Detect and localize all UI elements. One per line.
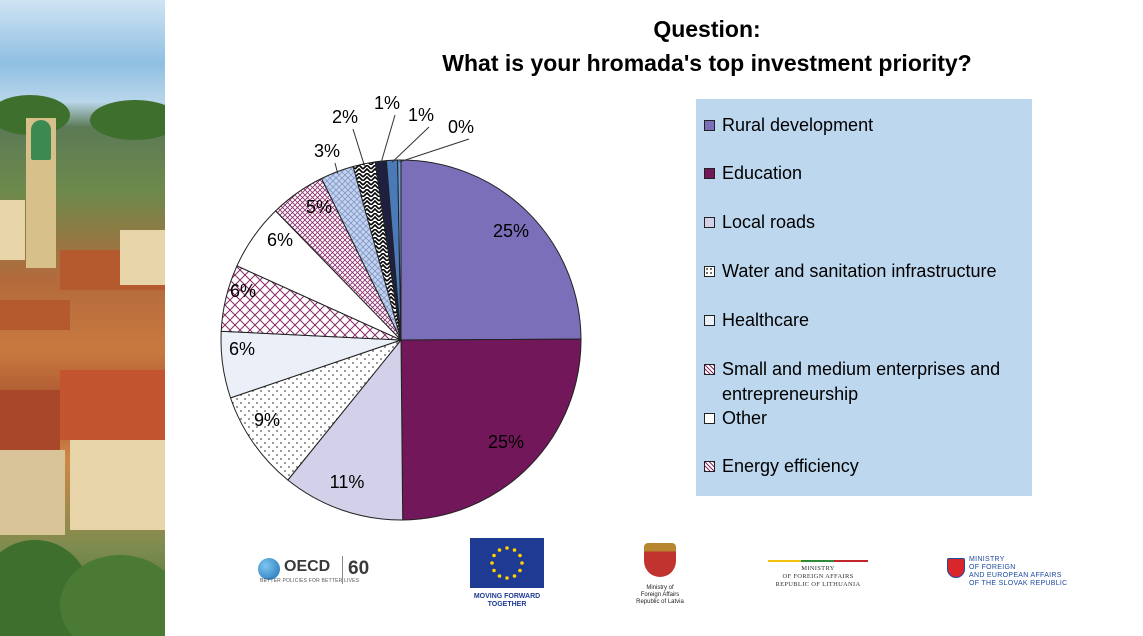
eu-flag-icon — [470, 538, 544, 588]
pie-leader-lines — [334, 114, 470, 174]
legend-label: Energy efficiency — [722, 456, 859, 476]
oecd-logo: OECD BETTER POLICIES FOR BETTER LIVES 60 — [258, 556, 388, 588]
city-photo — [0, 0, 165, 636]
eu-star-icon — [512, 574, 517, 578]
title-line-2: What is your hromada's top investment pr… — [442, 50, 972, 76]
lithuania-flag-stripe — [768, 560, 868, 562]
latvia-caption: Ministry of Foreign Affairs Republic of … — [636, 585, 684, 605]
pie-label-8: 3% — [314, 141, 340, 161]
oecd-name: OECD — [284, 558, 331, 575]
pie-label-0: 25% — [493, 221, 529, 241]
legend-item-local-roads: Local roads — [704, 210, 1026, 235]
chart-legend: Rural development Education Local roads … — [696, 99, 1032, 496]
pie-label-9: 2% — [332, 107, 358, 127]
eu-star-icon — [492, 553, 496, 558]
eu-star-icon — [505, 546, 509, 550]
pie-labels: 25% 25% 11% 9% 6% 6% 6% 5% 3% 2% 1% 1% 0% — [229, 93, 529, 492]
pie-chart: 25% 25% 11% 9% 6% 6% 6% 5% 3% 2% 1% 1% 0% — [220, 93, 582, 521]
oecd-tagline: BETTER POLICIES FOR BETTER LIVES — [260, 578, 360, 584]
legend-swatch — [704, 168, 715, 179]
pie-slice-1 — [400, 338, 582, 521]
pie-label-3: 9% — [254, 410, 280, 430]
legend-swatch — [704, 413, 715, 424]
slovakia-caption: MINISTRY OF FOREIGN AND EUROPEAN AFFAIRS… — [969, 556, 1068, 587]
pie-slice-0 — [400, 159, 582, 341]
eu-star-icon — [505, 576, 509, 580]
title-line-1: Question: — [653, 16, 761, 42]
eu-logo: MOVING FORWARD TOGETHER — [470, 538, 546, 614]
legend-label: Small and medium enterprises and entrepr… — [722, 359, 1001, 404]
pie-label-4: 6% — [229, 339, 255, 359]
lithuania-caption: MINISTRY OF FOREIGN AFFAIRS REPUBLIC OF … — [775, 565, 861, 588]
legend-label: Water and sanitation infrastructure — [722, 261, 997, 281]
slovakia-shield-icon — [947, 558, 965, 578]
pie-leader-line-9 — [352, 128, 365, 166]
pie-label-10: 1% — [374, 93, 400, 113]
eu-star-icon — [518, 568, 522, 573]
pie-label-5: 6% — [230, 281, 256, 301]
pie-label-7: 5% — [306, 197, 332, 217]
legend-item-healthcare: Healthcare — [704, 308, 1026, 333]
eu-star-icon — [520, 561, 524, 565]
latvia-mfa-logo: Ministry of Foreign Affairs Republic of … — [620, 543, 700, 615]
eu-caption: MOVING FORWARD TOGETHER — [473, 593, 541, 608]
eu-star-icon — [492, 568, 496, 573]
pie-label-12: 0% — [448, 117, 474, 137]
pie-leader-line-11 — [391, 126, 430, 163]
eu-star-icon — [497, 574, 502, 578]
legend-swatch — [704, 217, 715, 228]
pie-slices — [220, 159, 582, 521]
legend-label: Local roads — [722, 212, 816, 232]
eu-star-icon — [512, 548, 517, 552]
legend-item-sme: Small and medium enterprises and entrepr… — [704, 357, 1026, 407]
oecd-globe-icon — [258, 558, 280, 580]
pie-slice-2 — [287, 338, 404, 521]
pie-label-11: 1% — [408, 105, 434, 125]
legend-label: Healthcare — [722, 310, 810, 330]
slovakia-mfa-logo: MINISTRY OF FOREIGN AND EUROPEAN AFFAIRS… — [945, 556, 1075, 596]
legend-label: Rural development — [722, 115, 874, 135]
legend-item-water-sanitation: Water and sanitation infrastructure — [704, 259, 1026, 284]
pie-label-6: 6% — [267, 230, 293, 250]
pie-leader-line-10 — [380, 114, 396, 164]
legend-item-other: Other — [704, 406, 1026, 431]
pie-leader-line-12 — [399, 138, 470, 163]
pie-label-1: 25% — [488, 432, 524, 452]
chart-title: Question: What is your hromada's top inv… — [280, 12, 1134, 80]
legend-label: Education — [722, 163, 803, 183]
pie-slice-12 — [397, 159, 402, 341]
legend-item-energy-efficiency: Energy efficiency — [704, 454, 1026, 479]
eu-star-icon — [497, 548, 502, 552]
eu-star-icon — [490, 561, 494, 565]
oecd-anniversary: 60 — [348, 558, 370, 579]
pie-leader-line-8 — [334, 162, 339, 174]
legend-swatch — [704, 266, 715, 277]
pie-slice-3 — [229, 338, 403, 481]
legend-label: Other — [722, 408, 768, 428]
eu-star-icon — [518, 553, 522, 558]
legend-swatch — [704, 461, 715, 472]
legend-swatch — [704, 364, 715, 375]
legend-swatch — [704, 120, 715, 131]
lithuania-mfa-logo: MINISTRY OF FOREIGN AFFAIRS REPUBLIC OF … — [766, 560, 870, 600]
legend-item-rural-development: Rural development — [704, 113, 1026, 138]
legend-swatch — [704, 315, 715, 326]
pie-label-2: 11% — [330, 472, 365, 492]
latvia-coat-of-arms-icon — [644, 543, 676, 577]
oecd-divider — [342, 556, 343, 584]
legend-item-education: Education — [704, 161, 1026, 186]
